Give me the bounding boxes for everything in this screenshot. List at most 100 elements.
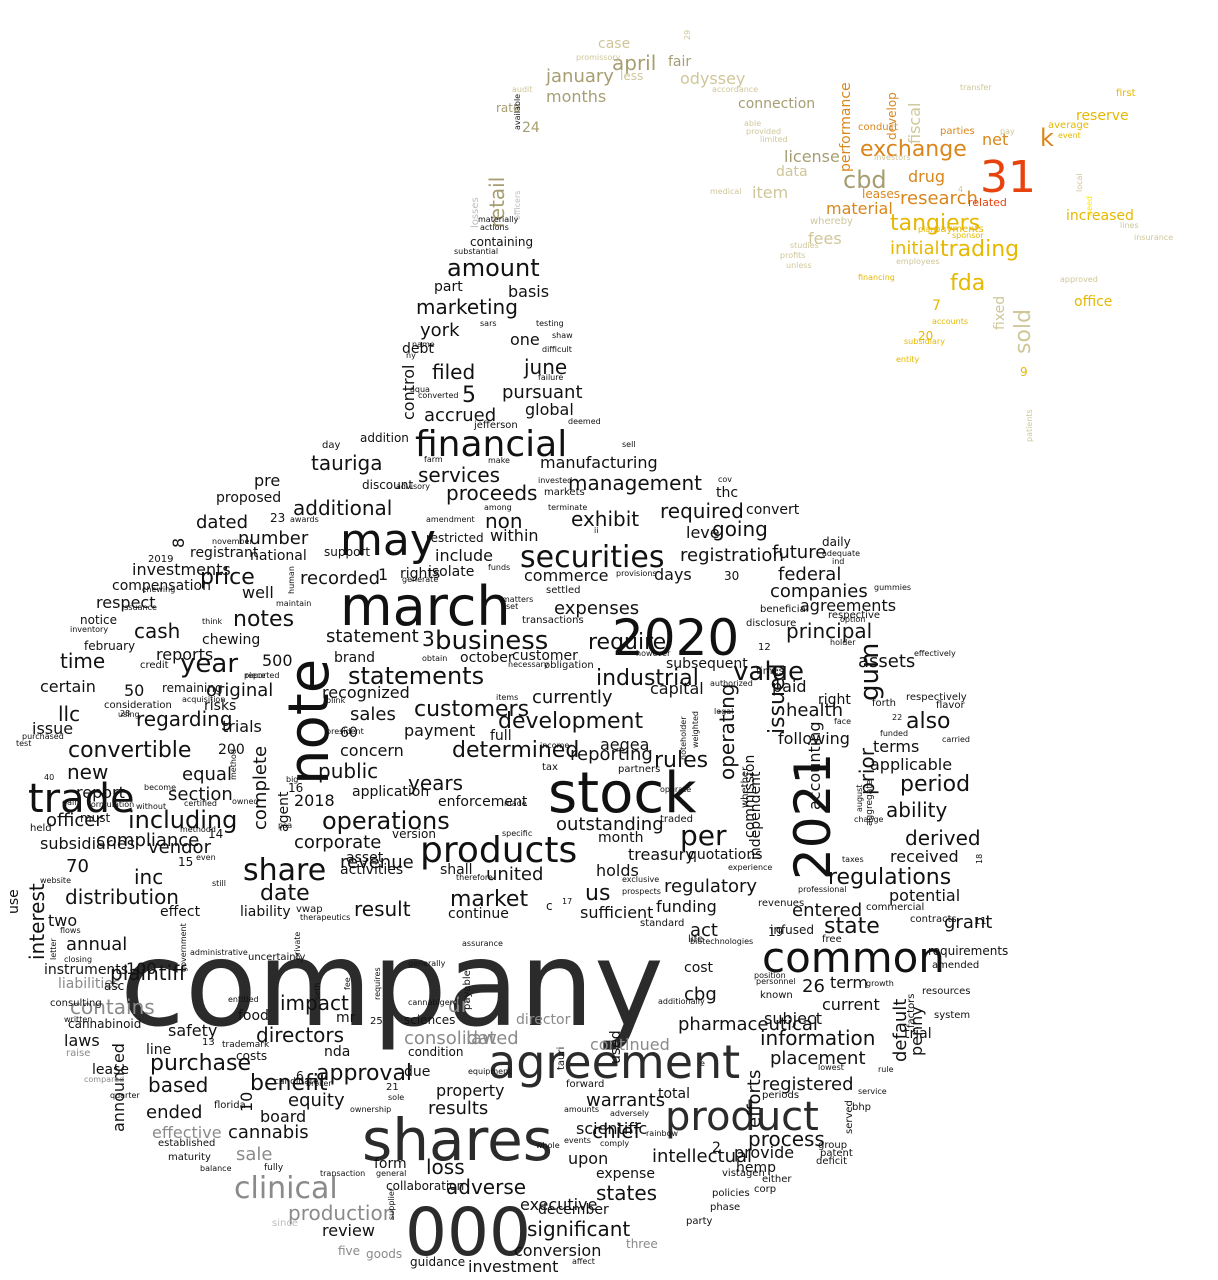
- word-months: months: [546, 87, 606, 106]
- word-pursuant: pursuant: [502, 382, 583, 403]
- word-year: year: [180, 649, 238, 679]
- word-support: support: [324, 545, 370, 559]
- word-shaw: shaw: [552, 331, 573, 340]
- word-cash: cash: [134, 619, 180, 643]
- word-substantial: substantial: [454, 247, 498, 256]
- word-activities: activities: [340, 862, 403, 878]
- word-sponsor: sponsor: [952, 231, 984, 240]
- word-accounting: accounting: [805, 722, 824, 810]
- word-weighted: weighted: [691, 711, 700, 748]
- word-policies: policies: [712, 1188, 750, 1199]
- word-expense: expense: [596, 1166, 655, 1182]
- word-advisory: advisory: [396, 482, 430, 491]
- word-biotechnologies: biotechnologies: [690, 937, 753, 946]
- word-exhibit: exhibit: [571, 507, 639, 531]
- word-accordance: accordance: [712, 85, 758, 94]
- word-income: income: [540, 741, 569, 750]
- word-use: use: [6, 889, 22, 914]
- word-growth: growth: [866, 979, 894, 988]
- word-distribution: distribution: [65, 885, 179, 909]
- word-entered: entered: [792, 900, 862, 921]
- word-filed: filed: [432, 360, 475, 384]
- word-global: global: [525, 400, 574, 419]
- word-position: position: [754, 971, 786, 980]
- word-forward: forward: [566, 1079, 604, 1090]
- word-resources: resources: [922, 986, 970, 997]
- word-principal: principal: [786, 619, 872, 643]
- word-cannabinoid: cannabinoid: [68, 1017, 141, 1031]
- word-net: net: [982, 130, 1008, 149]
- word-following: following: [778, 729, 850, 748]
- word-cost: cost: [684, 960, 714, 976]
- word-debt: debt: [402, 341, 434, 357]
- word-control: control: [399, 365, 418, 420]
- word-vistagen: vistagen: [722, 1168, 765, 1179]
- word-private: private: [293, 932, 302, 960]
- word-industrial: industrial: [596, 666, 699, 691]
- word-4: 4: [958, 185, 963, 194]
- word-pre: pre: [254, 471, 280, 490]
- word-risks: risks: [204, 698, 236, 714]
- word-25: 25: [370, 1016, 383, 1027]
- word-chewing: chewing: [202, 632, 260, 648]
- word-subsidiaries: subsidiaries: [40, 834, 135, 853]
- word-property: property: [436, 1081, 505, 1100]
- word-also: also: [906, 709, 951, 734]
- word-costs: costs: [236, 1049, 267, 1063]
- word-due: due: [404, 1064, 430, 1080]
- word-common: common: [762, 933, 945, 982]
- word-face: face: [834, 717, 851, 726]
- word-conduct: conduct: [858, 122, 898, 133]
- word-derived: derived: [905, 826, 981, 850]
- word-partners: partners: [618, 764, 660, 775]
- word-3: 3: [422, 627, 435, 651]
- word-sale: sale: [236, 1144, 272, 1165]
- word-capital: capital: [650, 679, 704, 698]
- word-audit: audit: [512, 85, 532, 94]
- word-carried: carried: [942, 735, 970, 744]
- word-whether: whether: [740, 766, 751, 808]
- word-used: used: [608, 1030, 624, 1064]
- word-legal: legal: [714, 707, 733, 716]
- word-production: production: [288, 1201, 395, 1225]
- word-disclosure: disclosure: [746, 618, 796, 629]
- word-safety: safety: [168, 1021, 217, 1040]
- word-first: first: [1116, 88, 1136, 99]
- word-rate: rate: [496, 101, 520, 115]
- word-gum: gum: [855, 643, 885, 701]
- word-years: years: [408, 771, 463, 795]
- word-scientific: scientific: [576, 1119, 647, 1138]
- word-government: government: [179, 923, 188, 972]
- word-new: new: [67, 760, 108, 784]
- word-commerce: commerce: [524, 566, 608, 585]
- word-periods: periods: [762, 1090, 799, 1101]
- word-respective: respective: [828, 610, 880, 621]
- word-october: october: [460, 650, 514, 666]
- word-bhp: bhp: [852, 1102, 871, 1113]
- word-management: management: [568, 471, 702, 495]
- word-ny: ny: [406, 351, 416, 360]
- word-state: state: [824, 914, 880, 939]
- word-period: period: [900, 772, 970, 797]
- word-matters: matters: [502, 595, 533, 604]
- word-traded: traded: [660, 814, 693, 825]
- word-april: april: [612, 51, 656, 75]
- word-supplier: supplier: [387, 1187, 396, 1220]
- word-still: still: [212, 879, 226, 888]
- word-going: going: [712, 517, 768, 541]
- word-day: day: [322, 440, 340, 451]
- word-impact: impact: [280, 991, 349, 1015]
- word-times: times: [756, 666, 784, 677]
- word-food: food: [238, 1008, 269, 1024]
- word-us: us: [585, 881, 610, 906]
- word-may: may: [340, 515, 436, 566]
- word-additional: additional: [293, 496, 392, 520]
- word-securities: securities: [520, 540, 664, 575]
- word-report: report: [76, 783, 125, 802]
- word-fair: fair: [668, 54, 691, 70]
- word-development: development: [498, 709, 644, 734]
- word-share: share: [243, 853, 326, 888]
- word-among: among: [484, 503, 512, 512]
- word-contracts: contracts: [910, 914, 957, 925]
- word-law: law: [466, 1028, 497, 1049]
